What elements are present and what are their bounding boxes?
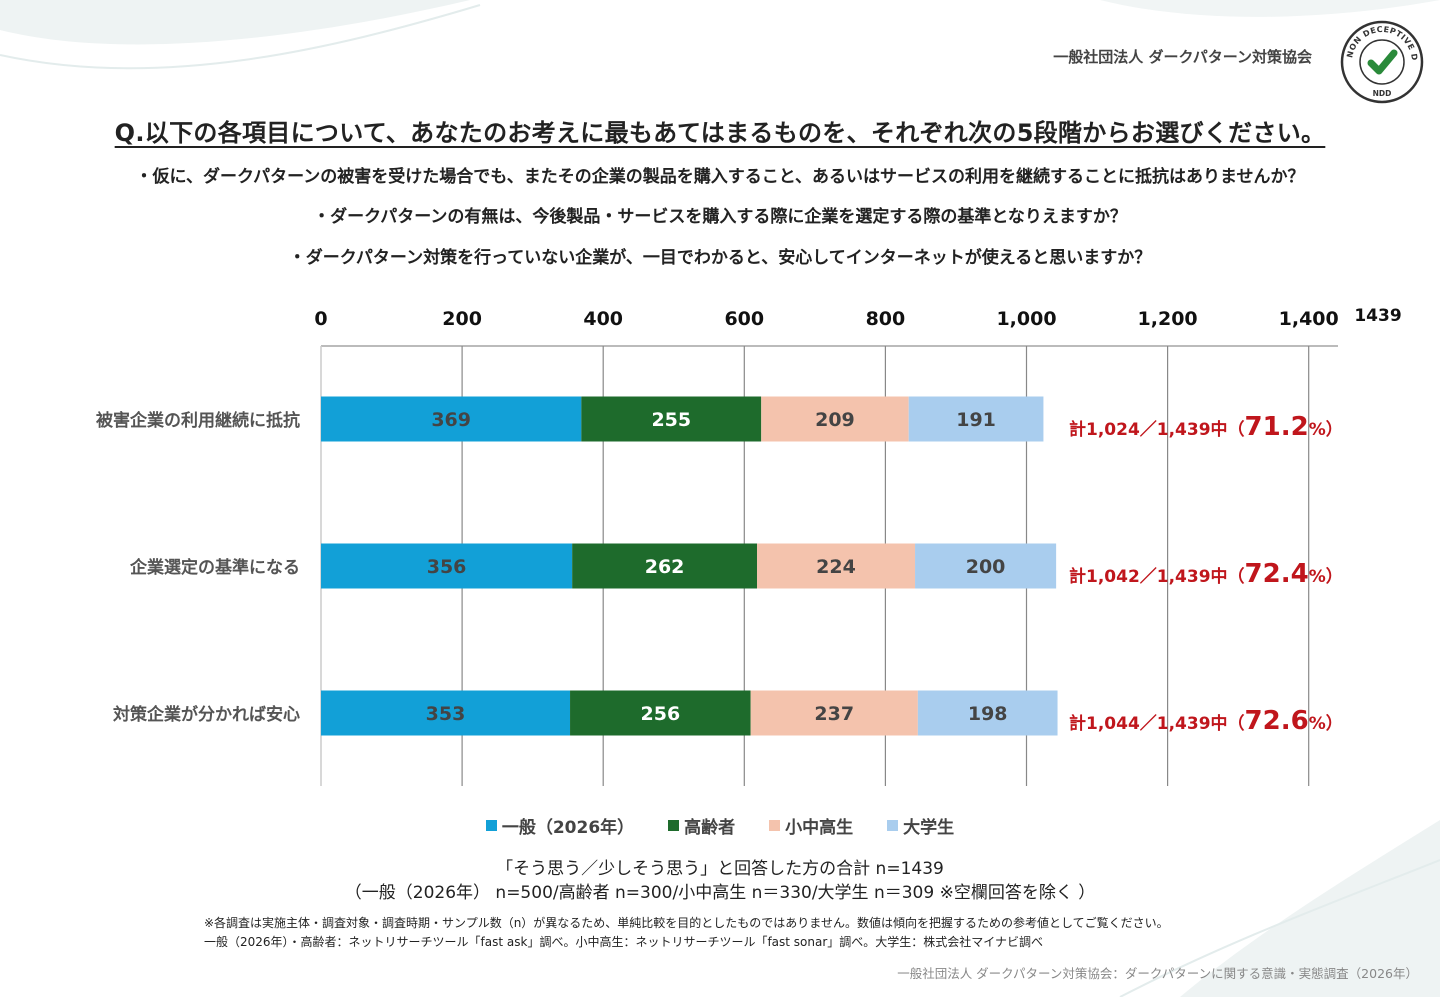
x-max-label: 1439	[1354, 306, 1401, 326]
survey-tool-note: 一般（2026年）・高齢者：ネットリサーチツール「fast ask」調べ。小中高…	[204, 935, 1044, 949]
bar-segment	[321, 543, 573, 589]
x-tick-label: 600	[724, 308, 764, 330]
badge-code: NDD	[1373, 89, 1392, 98]
data-label: 209	[815, 409, 855, 431]
data-label: 256	[641, 703, 681, 725]
sample-breakdown-note: （一般（2026年） n=500/高齢者 n=300/小中高生 n＝330/大学…	[344, 883, 1096, 903]
data-label: 369	[431, 409, 471, 431]
non-deceptive-design-badge: NON DECEPTIVE DESIGN NDD	[1340, 20, 1424, 104]
total-annotation: 計1,024／1,439中（71.2%）	[1069, 412, 1343, 442]
data-label: 224	[816, 556, 856, 578]
bar-segment	[572, 543, 757, 589]
category-label: 対策企業が分かれば安心	[112, 704, 300, 725]
legend-item-university: 大学生	[887, 813, 954, 838]
data-label: 191	[956, 409, 996, 431]
x-tick-label: 1,200	[1138, 308, 1198, 330]
data-label: 198	[968, 703, 1008, 725]
disclaimer-note: ※各調査は実施主体・調査対象・調査時期・サンプル数（n）が異なるため、単純比較を…	[204, 916, 1169, 930]
bar-segment	[756, 543, 916, 589]
subquestion-1: ・仮に、ダークパターンの被害を受けた場合でも、またその企業の製品を購入すること、…	[135, 167, 1305, 187]
bar-segment	[321, 690, 571, 736]
x-tick-label: 800	[866, 308, 906, 330]
sample-note: 「そう思う／少しそう思う」と回答した方の合計 n=1439	[496, 859, 944, 879]
legend-swatch	[887, 820, 899, 831]
x-tick-label: 1,000	[996, 308, 1056, 330]
question-title: Q.以下の各項目について、あなたのお考えに最もあてはまるものを、それぞれ次の5段…	[114, 119, 1326, 147]
data-label: 237	[814, 703, 854, 725]
legend-label: 大学生	[903, 818, 955, 838]
legend-label: 高齢者	[684, 818, 736, 838]
legend-item-general: 一般（2026年）	[485, 813, 635, 838]
subquestion-3: ・ダークパターン対策を行っていない企業が、一目でわかると、安心してインターネット…	[288, 248, 1152, 268]
legend-swatch	[668, 820, 680, 831]
legend-swatch	[769, 820, 781, 831]
bar-segment	[917, 690, 1058, 736]
bar-segment	[908, 396, 1044, 442]
x-tick-label: 200	[442, 308, 482, 330]
x-tick-label: 400	[583, 308, 623, 330]
x-tick-label: 0	[314, 308, 327, 330]
source-citation: 一般社団法人 ダークパターン対策協会：ダークパターンに関する意識・実態調査（20…	[897, 966, 1418, 981]
bar-segment	[915, 543, 1057, 589]
legend-label: 小中高生	[785, 818, 854, 838]
data-label: 356	[427, 556, 467, 578]
subquestion-2: ・ダークパターンの有無は、今後製品・サービスを購入する際に企業を選定する際の基準…	[313, 207, 1127, 227]
bar-segment	[570, 690, 751, 736]
legend-swatch	[485, 820, 497, 831]
category-label: 企業選定の基準になる	[129, 557, 300, 578]
total-annotation: 計1,042／1,439中（72.4%）	[1069, 559, 1343, 589]
legend-label: 一般（2026年）	[501, 818, 635, 838]
data-label: 200	[966, 556, 1006, 578]
bar-segment	[321, 396, 582, 442]
bar-segment	[750, 690, 918, 736]
data-label: 353	[426, 703, 466, 725]
legend-item-elderly: 高齢者	[668, 813, 735, 838]
bar-segment	[581, 396, 762, 442]
chart-legend: 一般（2026年） 高齢者 小中高生 大学生	[0, 813, 1440, 838]
data-label: 262	[645, 556, 685, 578]
data-label: 255	[651, 409, 691, 431]
organization-name: 一般社団法人 ダークパターン対策協会	[1053, 48, 1312, 66]
category-label: 被害企業の利用継続に抵抗	[96, 410, 300, 431]
bar-segment	[761, 396, 909, 442]
legend-item-students: 小中高生	[769, 813, 853, 838]
x-tick-label: 1,400	[1279, 308, 1339, 330]
check-icon	[1367, 49, 1398, 75]
total-annotation: 計1,044／1,439中（72.6%）	[1069, 706, 1343, 736]
